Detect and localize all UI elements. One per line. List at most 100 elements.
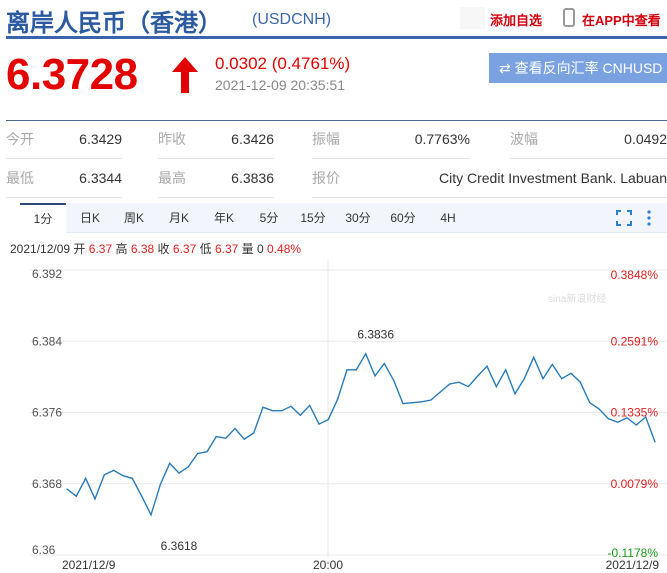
y-tick-right: 0.2591% [611,334,659,348]
tab-daily[interactable]: 日K [79,211,100,225]
add-watchlist-button[interactable]: 添加自选 [490,13,543,28]
data-point [234,427,236,430]
tab-5min[interactable]: 5分 [259,211,279,225]
x-tick-mid: 20:00 [313,558,343,572]
stat-high: 最高 6.3836 [158,160,274,198]
y-tick-right: 0.0079% [611,477,659,491]
page-title: 离岸人民币（香港） [6,10,222,37]
data-point [402,402,404,405]
low-label: 低 [199,242,212,256]
data-point [66,488,68,490]
header-divider [6,36,667,39]
data-point [141,495,143,497]
data-point [262,406,264,408]
data-point [477,375,479,377]
y-tick-left: 6.384 [32,334,62,348]
data-point [206,451,208,453]
stat-value: 6.3836 [231,170,274,186]
data-point [523,378,525,380]
y-tick-right: 0.1335% [611,406,659,420]
data-point [654,441,656,443]
add-watchlist-icon[interactable] [460,7,485,29]
data-point [383,362,385,365]
data-point [607,418,609,420]
watermark: sina新浪财经 [548,292,606,305]
data-point [243,438,245,440]
data-point [533,356,535,358]
stat-label: 波幅 [510,131,538,147]
data-point [486,365,488,367]
data-point [215,435,217,438]
data-point [113,469,115,471]
swap-icon: ⇄ [499,60,515,76]
y-tick-right: -0.1178% [608,546,659,560]
y-tick-left: 6.368 [32,477,62,491]
tab-yearly[interactable]: 年K [213,211,234,225]
tab-60min[interactable]: 60分 [390,211,416,225]
data-point [355,369,357,371]
stat-label: 今开 [6,131,34,147]
stat-prev-close: 昨收 6.3426 [158,121,274,159]
data-point [150,514,152,516]
reverse-rate-button[interactable]: ⇄ 查看反向汇率 CNHUSD [489,53,667,83]
tab-4h[interactable]: 4H [440,211,456,225]
data-point [75,495,77,497]
stats-top-border [6,120,667,121]
data-point [374,375,376,377]
data-point [327,419,329,421]
high-value: 6.38 [130,242,155,256]
volume-value: 0 [257,242,264,256]
data-point [542,378,544,380]
stat-range: 波幅 0.0492 [510,121,667,159]
data-point [505,369,507,371]
stat-label: 振幅 [312,131,340,147]
y-tick-left: 6.36 [32,543,56,557]
data-point [187,466,189,468]
stat-amplitude: 振幅 0.7763% [312,121,470,159]
y-tick-left: 6.376 [32,406,62,420]
data-point [337,398,339,400]
data-point [393,379,395,382]
data-point [169,462,171,464]
data-point [495,386,497,388]
stat-label: 最高 [158,170,186,186]
data-point [178,472,180,474]
open-value: 6.37 [88,242,113,256]
data-point [467,386,469,388]
data-point [430,399,432,401]
data-point [551,363,553,366]
high-label: 高 [115,242,128,256]
stat-value: 6.3426 [231,131,274,147]
ohlc-date: 2021/12/09 [10,242,71,256]
tab-1min[interactable]: 1分 [20,203,66,233]
tab-15min[interactable]: 15分 [300,211,326,225]
stat-value: 0.7763% [414,131,470,147]
quote-timestamp: 2021-12-09 20:35:51 [215,77,345,93]
arrow-up-icon [172,57,198,93]
tab-30min[interactable]: 30分 [345,211,371,225]
high-label: 6.3836 [357,328,394,342]
data-point [579,381,581,383]
stat-label: 昨收 [158,131,186,147]
ohlc-info: 2021/12/09 开 6.37 高 6.38 收 6.37 低 6.37 量… [10,240,301,257]
data-point [589,402,591,404]
more-icon[interactable] [646,209,652,227]
fullscreen-icon[interactable] [616,210,632,226]
data-point [449,383,451,385]
stat-value: 0.0492 [624,131,667,147]
view-in-app-link[interactable]: 在APP中查看 [582,13,661,28]
tab-monthly[interactable]: 月K [168,211,189,225]
data-point [318,423,320,425]
x-tick-start: 2021/12/9 [62,558,116,572]
stat-value: 6.3344 [79,170,122,186]
symbol-code: (USDCNH) [252,11,332,28]
low-label: 6.3618 [161,539,198,553]
data-point [103,474,105,476]
tab-weekly[interactable]: 周K [123,211,144,225]
data-point [561,378,563,380]
stat-label: 最低 [6,170,34,186]
data-point [346,369,348,371]
open-label: 开 [73,242,86,256]
stat-value: City Credit Investment Bank. Labuan [438,170,667,186]
